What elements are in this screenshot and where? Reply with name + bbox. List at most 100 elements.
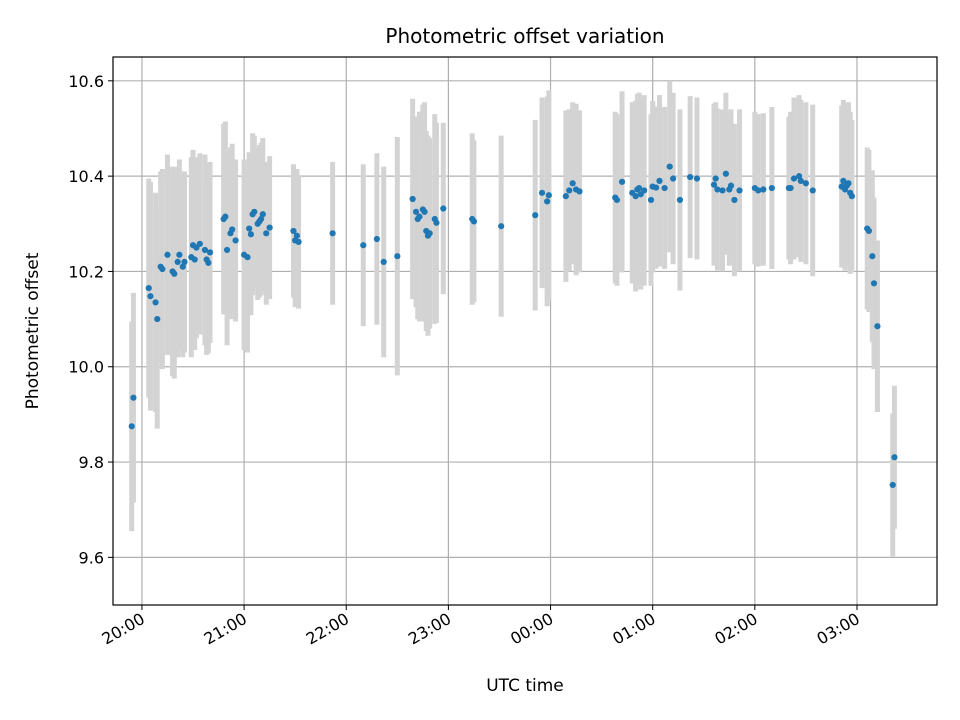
x-tick-label: 03:00 [814, 609, 863, 649]
data-point [412, 208, 420, 215]
data-point [206, 249, 214, 256]
data-point [670, 175, 677, 182]
data-point [809, 187, 816, 194]
chart-title: Photometric offset variation [385, 24, 664, 48]
plot-frame [112, 56, 938, 606]
data-point [179, 263, 186, 270]
data-point [222, 213, 229, 220]
data-point [731, 196, 738, 204]
data-point [727, 182, 735, 189]
data-point [498, 223, 505, 230]
data-point [661, 184, 668, 192]
data-point [632, 193, 639, 200]
data-point [532, 212, 539, 219]
data-point [652, 184, 660, 191]
data-point [736, 187, 743, 194]
data-point [870, 280, 878, 287]
data-point [576, 188, 583, 195]
data-point [201, 246, 209, 254]
data-point [710, 181, 718, 188]
data-point [229, 226, 236, 233]
data-point [641, 187, 648, 194]
data-point [666, 163, 673, 170]
data-point [176, 251, 183, 258]
data-point [714, 186, 721, 193]
x-axis: 20:00 21:00 22:00 23:00 00:00 01:00 02:00 03:00 [99, 605, 863, 649]
data-point [426, 230, 433, 237]
data-point [196, 240, 203, 247]
data-point [293, 232, 300, 239]
data-point [159, 265, 166, 273]
data-point [191, 256, 198, 263]
data-point [719, 187, 726, 194]
data-point [247, 231, 255, 238]
data-point [232, 237, 239, 244]
data-point [569, 180, 576, 187]
data-point [787, 184, 794, 192]
data-point [845, 180, 852, 187]
data-point [538, 189, 546, 196]
data-point [152, 299, 159, 306]
data-point [263, 230, 270, 237]
data-point [635, 184, 643, 192]
data-point [693, 175, 701, 182]
data-point [154, 315, 161, 323]
data-point [246, 225, 253, 232]
x-tick-label: 23:00 [405, 609, 454, 649]
data-point [840, 177, 847, 184]
data-point [171, 270, 178, 277]
data-point [889, 481, 896, 489]
data-point [244, 254, 251, 261]
error-bars [129, 80, 897, 557]
data-point [380, 258, 387, 266]
data-point [545, 192, 552, 199]
y-axis-label: Photometric offset [23, 252, 43, 409]
data-point [566, 187, 573, 194]
data-point [130, 394, 137, 401]
data-point [290, 227, 297, 235]
data-point [223, 246, 231, 254]
x-tick-label: 22:00 [303, 609, 352, 649]
data-point [329, 230, 336, 237]
data-point [869, 253, 876, 260]
data-point [433, 219, 440, 226]
data-point [145, 285, 152, 292]
data-point [258, 215, 265, 223]
y-tick-label: 10.0 [68, 358, 104, 377]
data-point [416, 213, 423, 220]
y-tick-label: 9.8 [79, 453, 104, 472]
data-point [687, 173, 694, 181]
data-point [259, 211, 266, 218]
data-point [613, 196, 621, 204]
data-point [656, 177, 663, 184]
data-point [394, 253, 401, 260]
data-point [174, 258, 181, 266]
data-point [768, 184, 775, 192]
data-point [618, 178, 626, 185]
data-point [874, 323, 881, 330]
data-point [205, 259, 212, 266]
data-point [676, 196, 684, 204]
data-point [128, 423, 135, 430]
x-axis-label: UTC time [486, 676, 564, 696]
data-points [128, 163, 898, 489]
data-point [164, 251, 171, 258]
x-tick-label: 00:00 [507, 609, 556, 649]
data-point [562, 193, 569, 200]
data-point [865, 227, 873, 235]
data-point [544, 198, 551, 205]
x-tick-label: 21:00 [201, 609, 250, 649]
x-tick-label: 20:00 [99, 609, 148, 649]
data-point [373, 235, 380, 243]
data-point [722, 170, 729, 177]
x-tick-label: 01:00 [609, 609, 658, 649]
y-tick-label: 10.6 [68, 72, 104, 91]
data-point [760, 186, 767, 193]
x-tick-label: 02:00 [711, 609, 760, 649]
data-point [181, 258, 188, 266]
data-point [795, 173, 803, 180]
data-point [147, 293, 154, 300]
data-point [251, 208, 258, 215]
data-point [266, 224, 273, 231]
